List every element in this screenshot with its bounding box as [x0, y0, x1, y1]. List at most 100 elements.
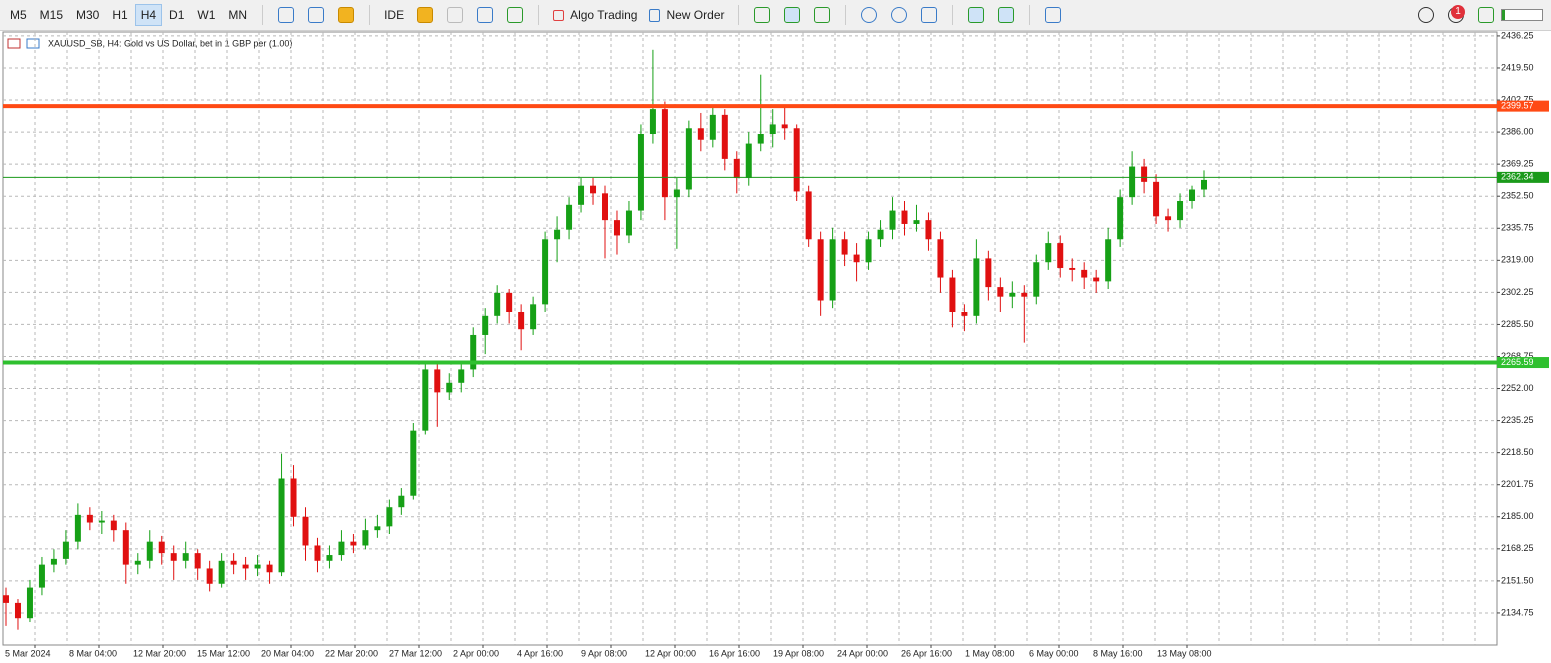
candle-body	[62, 541, 69, 559]
timeframe[interactable]: M30	[76, 8, 100, 22]
candle-body	[3, 595, 9, 603]
y-tick-label: 2268.75	[1501, 351, 1534, 361]
candle-body	[853, 254, 860, 263]
candle-body	[182, 553, 189, 561]
candle-body	[697, 128, 704, 140]
candle-body	[326, 555, 333, 561]
level-icon[interactable]	[1478, 7, 1494, 23]
price-level-label: 2362.34	[1501, 172, 1534, 182]
candle-body	[134, 560, 141, 565]
y-tick-label: 2218.50	[1501, 447, 1534, 457]
candle-body	[266, 564, 273, 573]
candle-body	[889, 210, 896, 230]
notification-badge: 1	[1451, 5, 1465, 19]
candle-body	[661, 109, 668, 198]
shop-icon[interactable]	[417, 7, 434, 23]
candle-body	[422, 369, 429, 431]
candle-body	[206, 568, 213, 584]
timeframe[interactable]: D1	[169, 8, 185, 22]
chart: XAUUSD_SB, H4: Gold vs US Dollar, bet in…	[2, 31, 1549, 658]
timeframe[interactable]: MN	[228, 8, 248, 22]
candle-body	[829, 239, 836, 301]
line-icon[interactable]	[814, 7, 831, 23]
toolbar: M5 M15 M30 H1 H4 D1 W1 MN IDE Algo Tradi…	[0, 0, 1551, 31]
screenshot-icon[interactable]	[1045, 7, 1062, 23]
candle-body	[1189, 189, 1196, 201]
cloud-icon[interactable]	[477, 7, 494, 23]
candle-body	[709, 114, 716, 140]
zoom-out-icon[interactable]	[891, 7, 908, 23]
x-tick-label: 12 Apr 00:00	[645, 648, 696, 658]
autoscroll-icon[interactable]	[968, 7, 985, 23]
price-level-box	[1497, 100, 1549, 112]
algo-icon	[553, 9, 565, 21]
tile-icon[interactable]	[921, 7, 938, 23]
x-tick-label: 13 May 08:00	[1157, 648, 1212, 658]
candle-body	[769, 124, 776, 135]
x-tick-label: 16 Apr 16:00	[709, 648, 760, 658]
algo-trading-button[interactable]: Algo Trading	[547, 4, 643, 26]
candle-body	[470, 334, 477, 370]
timeframe[interactable]: M5	[10, 8, 27, 22]
candle-body	[1165, 216, 1172, 221]
candle-body	[649, 109, 656, 135]
y-tick-label: 2252.00	[1501, 383, 1534, 393]
y-tick-label: 2319.00	[1501, 255, 1534, 265]
candle-body	[398, 495, 405, 508]
candle-body	[278, 478, 285, 573]
x-tick-label: 4 Apr 16:00	[517, 648, 563, 658]
candle-body	[110, 520, 117, 531]
candle-body	[86, 514, 93, 523]
candle-body	[518, 311, 525, 330]
y-tick-label: 2168.25	[1501, 543, 1534, 553]
candle-body	[386, 507, 393, 527]
x-tick-label: 27 Mar 12:00	[389, 648, 442, 658]
x-tick-label: 22 Mar 20:00	[325, 648, 378, 658]
candle-body	[242, 564, 249, 569]
new-order-label: New Order	[666, 8, 725, 22]
timeframe[interactable]: H4	[134, 4, 163, 26]
chart-type-icon[interactable]	[278, 7, 295, 23]
algo-label: Algo Trading	[570, 8, 638, 22]
candle-body	[410, 430, 417, 496]
candle-body	[781, 124, 788, 129]
timeframe[interactable]: H1	[112, 8, 128, 22]
candle-body	[314, 545, 321, 561]
candle-body	[1129, 166, 1136, 198]
vps-icon[interactable]	[507, 7, 524, 23]
x-tick-label: 9 Apr 08:00	[581, 648, 627, 658]
candle-body	[637, 134, 644, 211]
candle-body	[494, 292, 501, 316]
price-level-label: 2399.57	[1501, 100, 1534, 110]
y-tick-label: 2134.75	[1501, 607, 1534, 617]
new-order-button[interactable]: New Order	[643, 4, 730, 26]
signal-icon[interactable]	[447, 7, 464, 23]
indicators-icon[interactable]	[308, 7, 325, 23]
candle-body	[817, 239, 824, 301]
candle-body	[446, 382, 453, 393]
zoom-in-icon[interactable]	[861, 7, 878, 23]
candle-body	[302, 516, 309, 546]
price-level-label: 2265.59	[1501, 357, 1534, 367]
market-icon[interactable]	[338, 7, 355, 23]
bars-icon[interactable]	[754, 7, 771, 23]
x-tick-label: 6 May 00:00	[1029, 648, 1079, 658]
y-tick-label: 2151.50	[1501, 575, 1534, 585]
y-tick-label: 2436.25	[1501, 31, 1534, 40]
candle-body	[290, 478, 297, 517]
y-tick-label: 2285.50	[1501, 319, 1534, 329]
candles-icon[interactable]	[784, 7, 801, 23]
candle-body	[925, 220, 932, 240]
ide-button[interactable]: IDE	[384, 8, 405, 22]
candle-body	[1033, 262, 1040, 297]
x-tick-label: 2 Apr 00:00	[453, 648, 499, 658]
candle-body	[122, 530, 129, 565]
candle-body	[506, 292, 513, 312]
y-tick-label: 2386.00	[1501, 126, 1534, 136]
timeframe[interactable]: M15	[39, 8, 64, 22]
shift-icon[interactable]	[998, 7, 1015, 23]
candle-body	[98, 520, 105, 523]
candle-body	[170, 553, 177, 561]
search-icon[interactable]	[1418, 7, 1434, 23]
timeframe[interactable]: W1	[197, 8, 216, 22]
